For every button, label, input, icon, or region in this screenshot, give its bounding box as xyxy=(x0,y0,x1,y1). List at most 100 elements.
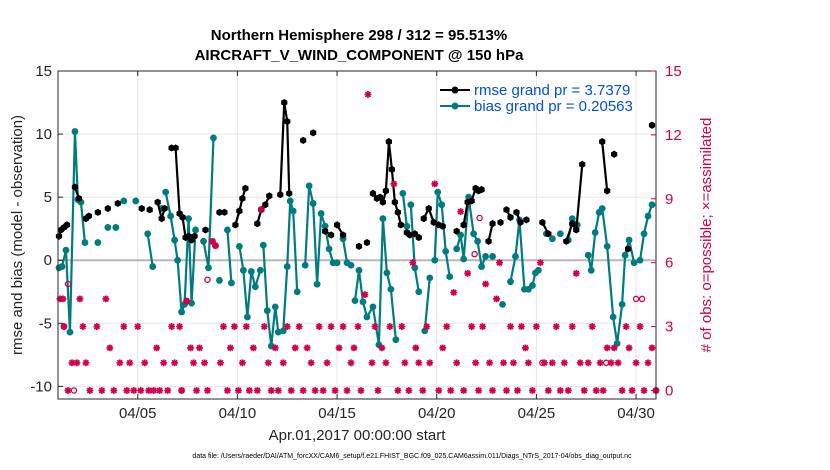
obs-assimilated-point xyxy=(234,387,242,394)
rmse-point xyxy=(333,221,341,229)
rmse-point xyxy=(599,138,606,146)
bias-line xyxy=(638,204,654,261)
y-axis-right-label: # of obs: o=possible; ×=assimilated xyxy=(698,118,715,353)
bias-point xyxy=(243,313,251,321)
obs-assimilated-point xyxy=(610,344,618,352)
x-axis-label: Apr.01,2017 00:00:00 start xyxy=(269,427,447,444)
obs-assimilated-point xyxy=(93,323,101,330)
obs-assimilated-point xyxy=(536,259,544,267)
rmse-point xyxy=(161,204,168,213)
footnote-data-file: data file: /Users/raeder/DAI/ATM_forcXX/… xyxy=(192,453,632,460)
bias-point xyxy=(185,215,192,223)
obs-assimilated-point xyxy=(245,387,253,394)
obs-assimilated-point xyxy=(130,387,138,394)
obs-assimilated-point xyxy=(398,323,406,330)
obs-assimilated-point xyxy=(548,359,556,367)
obs-assimilated-point xyxy=(460,387,468,394)
obs-assimilated-point xyxy=(419,387,427,394)
obs-assimilated-point xyxy=(447,387,455,394)
rmse-point xyxy=(221,208,228,216)
obs-assimilated-point xyxy=(327,323,335,330)
bias-point xyxy=(228,279,235,287)
bias-point xyxy=(453,245,461,253)
obs-possible-point xyxy=(204,276,211,283)
obs-assimilated-point xyxy=(347,359,355,367)
obs-assimilated-point xyxy=(540,359,548,367)
bias-point xyxy=(556,230,564,238)
rmse-point xyxy=(321,227,329,235)
bias-point xyxy=(625,236,633,244)
bias-point xyxy=(251,283,259,291)
bias-point xyxy=(587,266,595,274)
bias-point xyxy=(305,182,313,190)
rmse-point xyxy=(624,245,632,253)
bias-point xyxy=(167,212,175,220)
obs-assimilated-point xyxy=(79,323,87,330)
obs-assimilated-point xyxy=(156,387,164,394)
obs-assimilated-point xyxy=(500,359,507,367)
rmse-point xyxy=(507,213,514,221)
y-axis-left-label: rmse and bias (model - observation) xyxy=(9,115,26,355)
bias-point xyxy=(283,263,291,270)
obs-assimilated-point xyxy=(361,291,369,299)
bias-point xyxy=(489,253,496,260)
obs-assimilated-point xyxy=(238,359,246,367)
y-left-tick-label: 5 xyxy=(44,189,52,206)
obs-assimilated-point xyxy=(315,323,323,330)
rmse-point xyxy=(277,191,284,199)
bias-point xyxy=(355,266,363,274)
bias-point xyxy=(618,300,626,308)
obs-assimilated-point xyxy=(253,387,261,394)
rmse-point xyxy=(114,199,121,208)
bias-line xyxy=(455,196,487,268)
obs-assimilated-point xyxy=(560,359,568,367)
rmse-point xyxy=(611,150,618,158)
obs-assimilated-point xyxy=(522,344,529,352)
obs-assimilated-point xyxy=(224,387,231,394)
bias-point xyxy=(71,128,79,135)
rmse-point xyxy=(327,231,335,239)
obs-assimilated-point xyxy=(271,344,279,352)
x-tick-label: 04/25 xyxy=(518,405,556,422)
obs-assimilated-point xyxy=(335,344,343,352)
rmse-point xyxy=(158,215,165,223)
bias-point xyxy=(568,215,576,223)
obs-assimilated-point xyxy=(98,387,106,394)
obs-assimilated-point xyxy=(576,359,584,367)
bias-line xyxy=(226,229,233,284)
rmse-point xyxy=(379,198,387,206)
rmse-point xyxy=(363,238,371,247)
bias-point xyxy=(58,263,66,270)
obs-assimilated-point xyxy=(374,387,382,394)
obs-assimilated-point xyxy=(299,387,307,394)
bias-point xyxy=(263,307,271,315)
obs-assimilated-point xyxy=(636,323,644,330)
obs-assimilated-point xyxy=(183,297,190,305)
obs-assimilated-point xyxy=(331,387,339,394)
bias-point xyxy=(415,288,423,296)
obs-assimilated-point xyxy=(287,387,295,394)
obs-assimilated-point xyxy=(176,323,183,330)
obs-assimilated-point xyxy=(110,387,118,394)
legend-bias-marker xyxy=(451,102,459,110)
legend: rmse grand pr = 3.7379 bias grand pr = 0… xyxy=(440,82,633,115)
bias-point xyxy=(591,229,599,236)
rmse-point xyxy=(497,218,504,226)
y-right-tick-label: 12 xyxy=(665,127,682,144)
rmse-point xyxy=(172,144,179,152)
rmse-point xyxy=(94,208,101,216)
bias-point xyxy=(239,266,247,274)
obs-assimilated-point xyxy=(457,208,465,215)
bias-point xyxy=(333,259,341,267)
obs-assimilated-point xyxy=(423,323,431,330)
obs-assimilated-point xyxy=(242,323,250,330)
bias-point xyxy=(347,261,355,269)
rmse-point xyxy=(216,208,223,216)
obs-assimilated-point xyxy=(486,359,493,367)
bias-point xyxy=(62,246,70,254)
obs-assimilated-point xyxy=(134,323,142,330)
obs-assimilated-point xyxy=(116,359,124,367)
obs-assimilated-point xyxy=(489,387,496,394)
obs-assimilated-point xyxy=(190,359,197,367)
obs-assimilated-point xyxy=(394,387,402,394)
